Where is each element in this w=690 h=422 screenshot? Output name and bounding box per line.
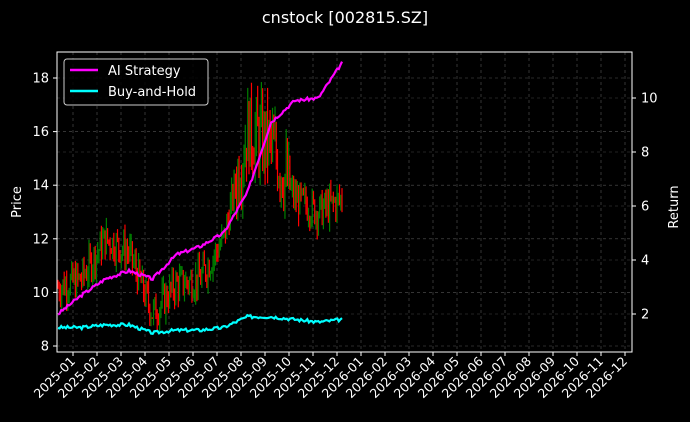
buy-and-hold-line [57,313,343,335]
legend-box [63,58,209,106]
y-right-tick-label: 6 [641,200,649,215]
y-axis-label: Price [10,186,25,218]
y-right-tick-label: 2 [641,308,649,323]
chart-title: cnstock [002815.SZ] [261,8,429,27]
plot-frame [56,51,633,353]
y-tick-label: 10 [32,286,49,301]
legend-buy-and-hold-label: Buy-and-Hold [108,85,196,100]
y-tick-label: 12 [32,232,49,247]
y-tick-label: 8 [41,340,49,355]
ai-strategy-line [57,61,343,316]
y-tick-label: 18 [32,72,49,87]
y-tick-label: 16 [32,125,49,140]
y-right-tick-label: 10 [641,92,658,107]
y-right-tick-label: 8 [641,146,649,161]
legend-ai-strategy-label: AI Strategy [108,64,181,79]
y-right-tick-label: 4 [641,254,649,269]
y-tick-label: 14 [32,179,49,194]
y-right-axis-label: Return [667,185,682,228]
